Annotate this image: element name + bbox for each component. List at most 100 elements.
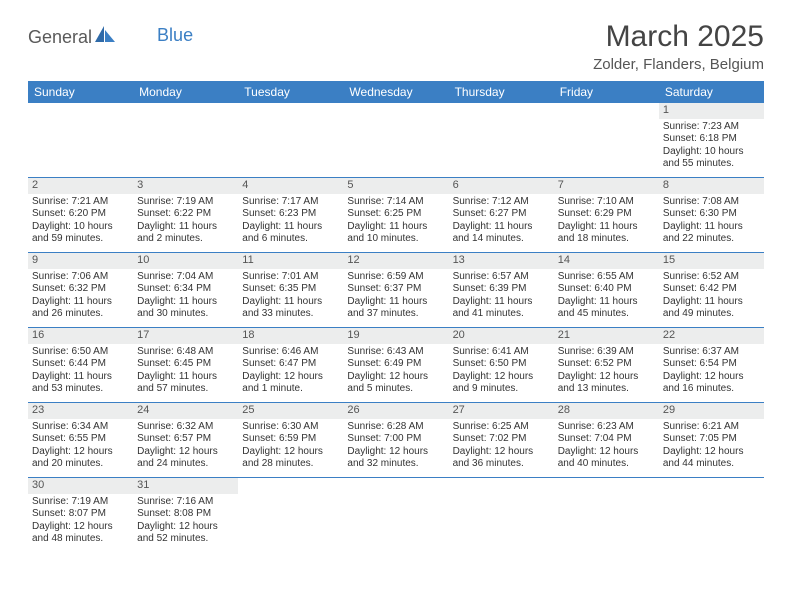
cell-text: Sunrise: 6:37 AM	[663, 346, 760, 359]
calendar-row: 23Sunrise: 6:34 AMSunset: 6:55 PMDayligh…	[28, 403, 764, 478]
day-number: 1	[659, 103, 764, 119]
cell-text: Sunset: 6:30 PM	[663, 208, 760, 221]
calendar-cell-empty	[343, 478, 448, 553]
weekday-header: Wednesday	[343, 81, 448, 103]
cell-text: Sunrise: 7:17 AM	[242, 196, 339, 209]
day-number: 17	[133, 328, 238, 344]
calendar-cell: 2Sunrise: 7:21 AMSunset: 6:20 PMDaylight…	[28, 178, 133, 253]
calendar-cell: 7Sunrise: 7:10 AMSunset: 6:29 PMDaylight…	[554, 178, 659, 253]
calendar-cell: 13Sunrise: 6:57 AMSunset: 6:39 PMDayligh…	[449, 253, 554, 328]
cell-text: Sunset: 6:27 PM	[453, 208, 550, 221]
cell-text: and 6 minutes.	[242, 233, 339, 246]
cell-text: Sunrise: 7:01 AM	[242, 271, 339, 284]
weekday-header-row: SundayMondayTuesdayWednesdayThursdayFrid…	[28, 81, 764, 103]
day-number: 21	[554, 328, 659, 344]
day-number: 20	[449, 328, 554, 344]
cell-text: and 22 minutes.	[663, 233, 760, 246]
logo-text-blue: Blue	[157, 25, 193, 46]
weekday-header: Thursday	[449, 81, 554, 103]
cell-text: Sunset: 6:59 PM	[242, 433, 339, 446]
logo-sail-icon	[95, 26, 115, 47]
cell-text: Sunset: 6:42 PM	[663, 283, 760, 296]
cell-text: Daylight: 11 hours	[453, 221, 550, 234]
cell-text: Sunset: 6:35 PM	[242, 283, 339, 296]
cell-text: Sunrise: 7:19 AM	[32, 496, 129, 509]
cell-text: Sunrise: 6:30 AM	[242, 421, 339, 434]
cell-text: Sunrise: 7:04 AM	[137, 271, 234, 284]
cell-text: Daylight: 12 hours	[453, 446, 550, 459]
day-number: 26	[343, 403, 448, 419]
cell-text: Daylight: 12 hours	[558, 446, 655, 459]
cell-text: and 41 minutes.	[453, 308, 550, 321]
cell-text: and 33 minutes.	[242, 308, 339, 321]
day-number: 19	[343, 328, 448, 344]
calendar-cell: 3Sunrise: 7:19 AMSunset: 6:22 PMDaylight…	[133, 178, 238, 253]
calendar-row: 30Sunrise: 7:19 AMSunset: 8:07 PMDayligh…	[28, 478, 764, 553]
calendar-cell: 12Sunrise: 6:59 AMSunset: 6:37 PMDayligh…	[343, 253, 448, 328]
cell-text: Sunset: 6:45 PM	[137, 358, 234, 371]
day-number: 2	[28, 178, 133, 194]
cell-text: Daylight: 12 hours	[137, 446, 234, 459]
calendar-cell: 18Sunrise: 6:46 AMSunset: 6:47 PMDayligh…	[238, 328, 343, 403]
calendar-cell: 17Sunrise: 6:48 AMSunset: 6:45 PMDayligh…	[133, 328, 238, 403]
calendar-cell: 31Sunrise: 7:16 AMSunset: 8:08 PMDayligh…	[133, 478, 238, 553]
cell-text: and 14 minutes.	[453, 233, 550, 246]
cell-text: and 55 minutes.	[663, 158, 760, 171]
calendar-cell: 26Sunrise: 6:28 AMSunset: 7:00 PMDayligh…	[343, 403, 448, 478]
calendar-table: SundayMondayTuesdayWednesdayThursdayFrid…	[28, 81, 764, 552]
day-number: 7	[554, 178, 659, 194]
cell-text: and 1 minute.	[242, 383, 339, 396]
cell-text: Sunset: 6:49 PM	[347, 358, 444, 371]
cell-text: and 26 minutes.	[32, 308, 129, 321]
calendar-cell-empty	[449, 478, 554, 553]
calendar-cell: 5Sunrise: 7:14 AMSunset: 6:25 PMDaylight…	[343, 178, 448, 253]
cell-text: Sunrise: 7:06 AM	[32, 271, 129, 284]
day-number: 25	[238, 403, 343, 419]
cell-text: Daylight: 12 hours	[242, 446, 339, 459]
calendar-cell: 27Sunrise: 6:25 AMSunset: 7:02 PMDayligh…	[449, 403, 554, 478]
cell-text: and 2 minutes.	[137, 233, 234, 246]
cell-text: Sunrise: 6:28 AM	[347, 421, 444, 434]
calendar-cell: 4Sunrise: 7:17 AMSunset: 6:23 PMDaylight…	[238, 178, 343, 253]
cell-text: and 45 minutes.	[558, 308, 655, 321]
cell-text: and 40 minutes.	[558, 458, 655, 471]
calendar-cell: 15Sunrise: 6:52 AMSunset: 6:42 PMDayligh…	[659, 253, 764, 328]
calendar-cell: 30Sunrise: 7:19 AMSunset: 8:07 PMDayligh…	[28, 478, 133, 553]
cell-text: Sunrise: 6:21 AM	[663, 421, 760, 434]
page-title: March 2025	[593, 20, 764, 54]
cell-text: Sunset: 6:40 PM	[558, 283, 655, 296]
calendar-cell-empty	[238, 103, 343, 178]
cell-text: and 18 minutes.	[558, 233, 655, 246]
day-number: 3	[133, 178, 238, 194]
cell-text: Daylight: 11 hours	[347, 221, 444, 234]
cell-text: Sunset: 6:25 PM	[347, 208, 444, 221]
calendar-cell: 14Sunrise: 6:55 AMSunset: 6:40 PMDayligh…	[554, 253, 659, 328]
cell-text: Daylight: 11 hours	[242, 296, 339, 309]
cell-text: Sunrise: 6:25 AM	[453, 421, 550, 434]
cell-text: and 44 minutes.	[663, 458, 760, 471]
calendar-cell-empty	[343, 103, 448, 178]
cell-text: Sunset: 7:00 PM	[347, 433, 444, 446]
day-number: 24	[133, 403, 238, 419]
cell-text: Sunrise: 6:23 AM	[558, 421, 655, 434]
cell-text: Sunset: 8:07 PM	[32, 508, 129, 521]
cell-text: Daylight: 12 hours	[242, 371, 339, 384]
weekday-header: Friday	[554, 81, 659, 103]
day-number: 28	[554, 403, 659, 419]
calendar-cell: 11Sunrise: 7:01 AMSunset: 6:35 PMDayligh…	[238, 253, 343, 328]
cell-text: and 49 minutes.	[663, 308, 760, 321]
cell-text: Sunrise: 7:21 AM	[32, 196, 129, 209]
cell-text: Daylight: 11 hours	[242, 221, 339, 234]
cell-text: Daylight: 11 hours	[453, 296, 550, 309]
cell-text: Daylight: 11 hours	[663, 296, 760, 309]
cell-text: Sunrise: 6:52 AM	[663, 271, 760, 284]
cell-text: and 10 minutes.	[347, 233, 444, 246]
weekday-header: Tuesday	[238, 81, 343, 103]
cell-text: Sunset: 6:22 PM	[137, 208, 234, 221]
cell-text: Sunrise: 6:43 AM	[347, 346, 444, 359]
cell-text: Daylight: 11 hours	[32, 371, 129, 384]
cell-text: Sunrise: 6:59 AM	[347, 271, 444, 284]
cell-text: Sunset: 6:52 PM	[558, 358, 655, 371]
cell-text: Daylight: 11 hours	[137, 221, 234, 234]
day-number: 22	[659, 328, 764, 344]
